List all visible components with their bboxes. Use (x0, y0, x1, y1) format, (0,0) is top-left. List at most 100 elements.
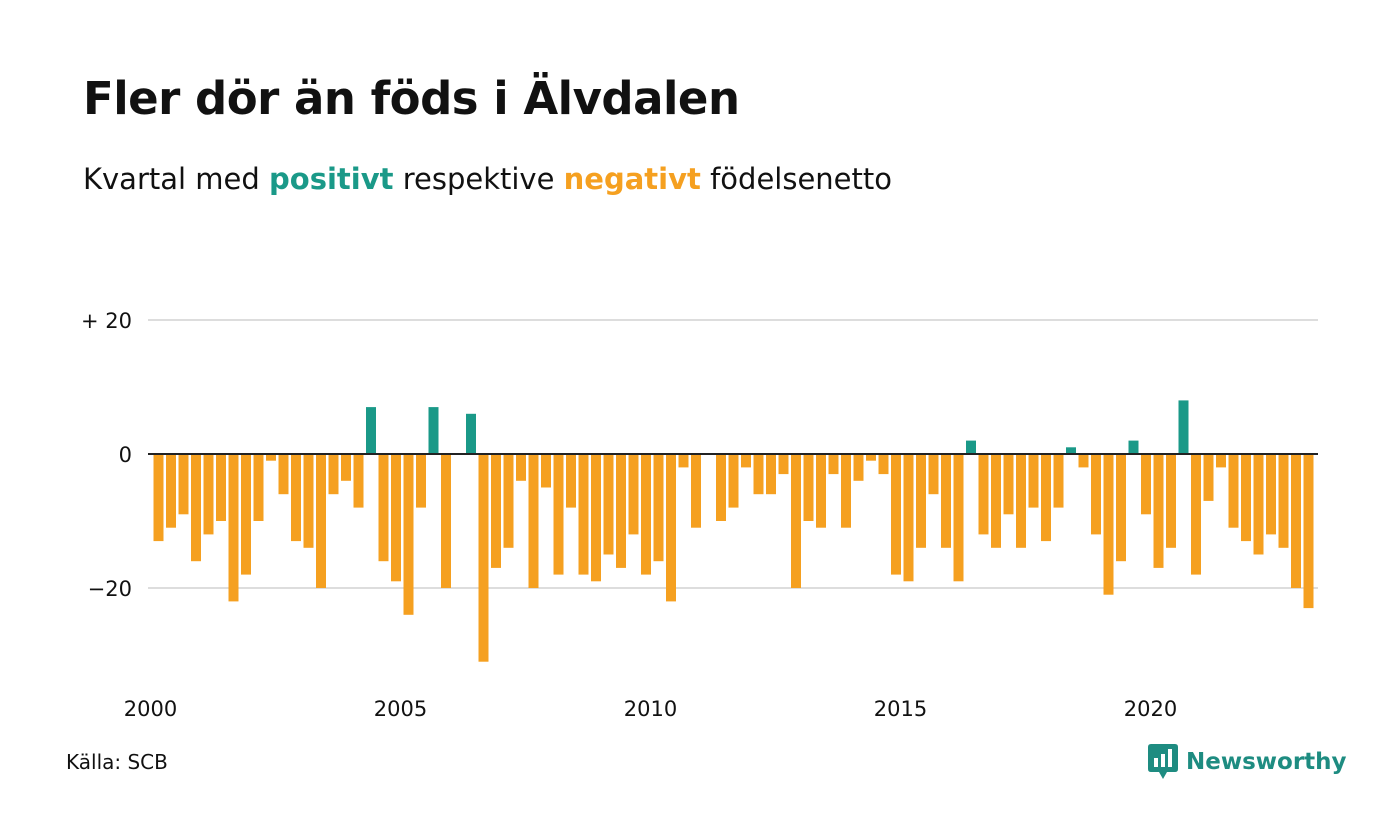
bar-negative (316, 454, 326, 588)
bar-negative (991, 454, 1001, 548)
bar-negative (916, 454, 926, 548)
newsworthy-logo: Newsworthy (1148, 744, 1347, 780)
bar-negative (1041, 454, 1051, 542)
bar-negative (1216, 454, 1226, 468)
bar-negative (791, 454, 801, 588)
bar-negative (816, 454, 826, 528)
bar-negative (1078, 454, 1089, 468)
bar-positive (366, 407, 376, 454)
bar-negative (1228, 454, 1239, 528)
bar-negative (353, 454, 364, 508)
bar-negative (416, 454, 426, 508)
y-tick-label: 0 (119, 443, 132, 467)
bar-negative (603, 454, 614, 555)
bar-negative (1028, 454, 1039, 508)
bar-negative (678, 454, 689, 468)
bar-negative (616, 454, 626, 568)
bar-negative (228, 454, 239, 602)
bar-negative (528, 454, 539, 588)
subtitle-suffix: födelsenetto (700, 162, 892, 196)
bar-negative (1166, 454, 1176, 548)
bar-positive (466, 413, 476, 454)
newsworthy-logo-icon (1148, 744, 1178, 779)
bar-negative (341, 454, 351, 481)
bar-negative (203, 454, 214, 535)
chart-title: Fler dör än föds i Älvdalen (83, 72, 740, 125)
bar-negative (303, 454, 314, 548)
subtitle-negative-word: negativt (563, 162, 701, 196)
bar-negative (191, 454, 201, 562)
bar-negative (903, 454, 914, 582)
bar-negative (978, 454, 989, 535)
x-tick-label: 2005 (374, 697, 427, 721)
bar-negative (653, 454, 664, 562)
bar-negative (666, 454, 676, 602)
bar-negative (478, 454, 489, 662)
bar-negative (728, 454, 739, 508)
bar-positive (428, 407, 439, 454)
bar-negative (878, 454, 889, 475)
bar-negative (641, 454, 651, 575)
bar-negative (516, 454, 526, 481)
bar-negative (753, 454, 764, 495)
bar-negative (1116, 454, 1126, 562)
bar-negative (1266, 454, 1276, 535)
bar-negative (828, 454, 839, 475)
bar-negative (391, 454, 401, 582)
bar-negative (891, 454, 901, 575)
bar-negative (541, 454, 551, 488)
x-tick-label: 2000 (124, 697, 177, 721)
newsworthy-logo-text: Newsworthy (1186, 749, 1347, 775)
bar-positive (1178, 400, 1189, 454)
x-tick-label: 2015 (874, 697, 927, 721)
bar-negative (553, 454, 564, 575)
bar-negative (1203, 454, 1214, 501)
bar-negative (1103, 454, 1114, 595)
bar-negative (278, 454, 289, 495)
bar-negative (503, 454, 514, 548)
bar-negative (578, 454, 589, 575)
x-tick-label: 2010 (624, 697, 677, 721)
bar-negative (591, 454, 601, 582)
bar-negative (253, 454, 264, 521)
bar-negative (778, 454, 789, 475)
bar-negative (803, 454, 814, 521)
bar-negative (1003, 454, 1014, 515)
bar-negative (1141, 454, 1151, 515)
bar-negative (241, 454, 251, 575)
bar-negative (1191, 454, 1201, 575)
bar-negative (1241, 454, 1251, 542)
bar-negative (1253, 454, 1264, 555)
bar-negative (266, 454, 276, 461)
subtitle-positive-word: positivt (269, 162, 394, 196)
bar-negative (928, 454, 939, 495)
x-tick-label: 2020 (1124, 697, 1177, 721)
bar-negative (566, 454, 576, 508)
bar-negative (328, 454, 339, 495)
bar-negative (628, 454, 639, 535)
bar-positive (1128, 440, 1139, 454)
bar-negative (1016, 454, 1026, 548)
bar-negative (853, 454, 864, 481)
chart-subtitle: Kvartal med positivt respektive negativt… (83, 162, 892, 196)
bar-positive (966, 440, 976, 454)
bar-negative (153, 454, 164, 542)
bar-negative (1053, 454, 1064, 508)
bar-negative (1278, 454, 1289, 548)
bar-negative (491, 454, 501, 568)
bar-negative (178, 454, 189, 515)
bar-negative (716, 454, 726, 521)
bar-negative (953, 454, 964, 582)
y-tick-label: + 20 (81, 309, 132, 333)
y-tick-label: −20 (88, 577, 132, 601)
bar-negative (216, 454, 226, 521)
bar-negative (403, 454, 414, 615)
bar-negative (841, 454, 851, 528)
bar-negative (378, 454, 389, 562)
bar-negative (741, 454, 751, 468)
bar-negative (1291, 454, 1301, 588)
bar-negative (291, 454, 301, 542)
bar-negative (691, 454, 701, 528)
bar-negative (866, 454, 876, 461)
